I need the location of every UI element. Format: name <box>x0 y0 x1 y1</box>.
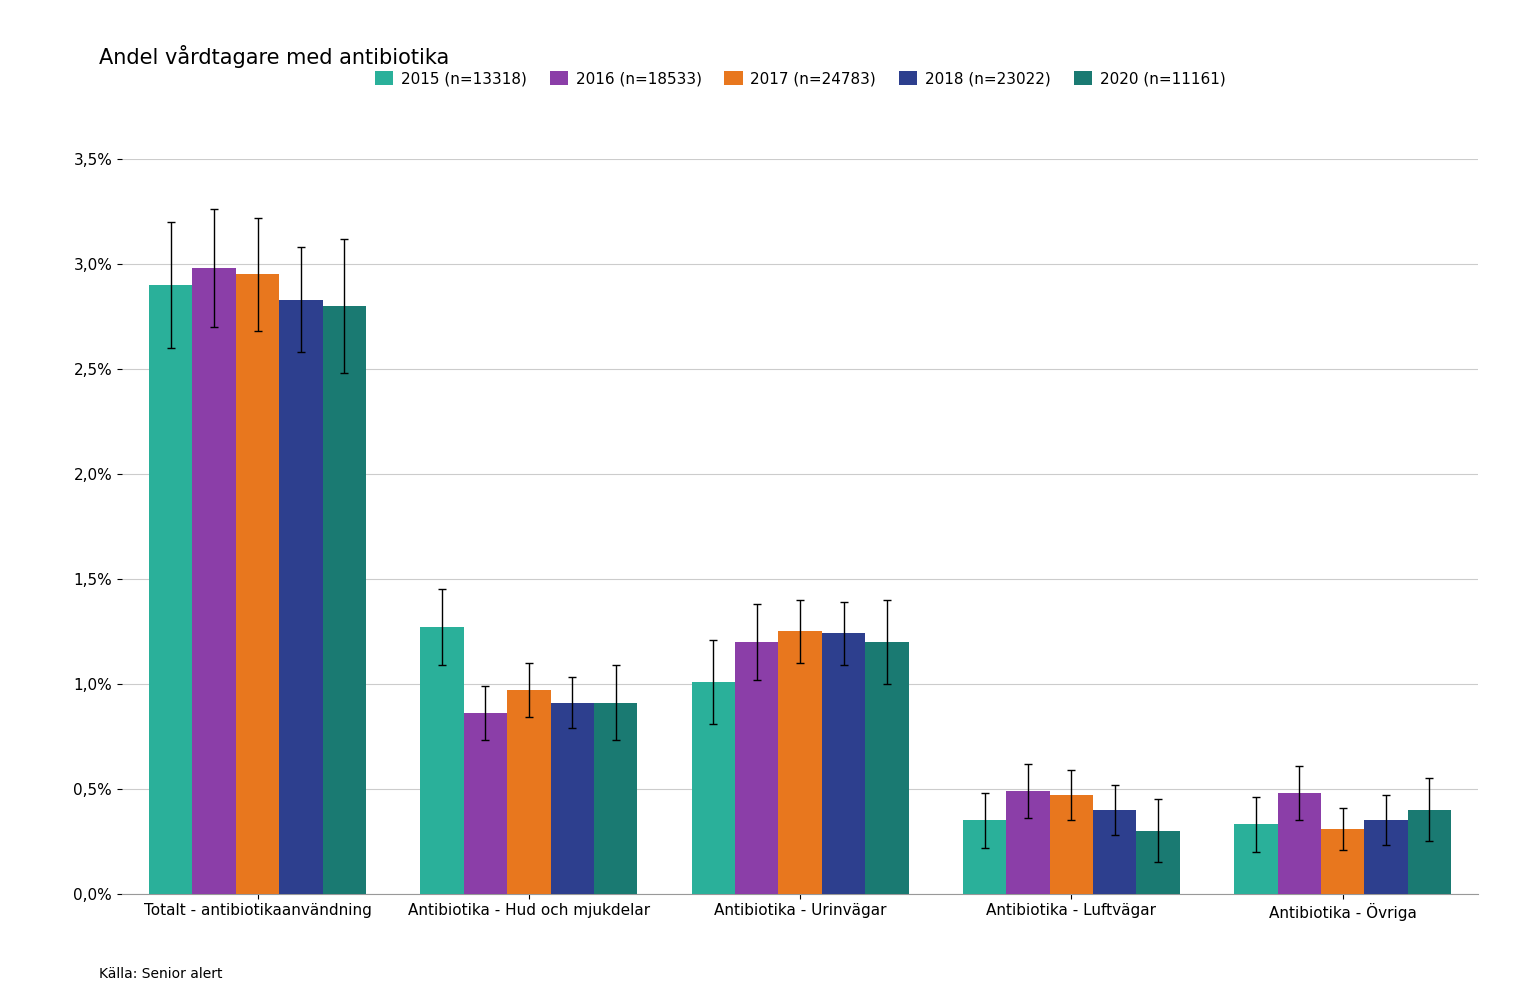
Bar <box>1408 809 1451 894</box>
Bar <box>323 306 366 894</box>
Bar <box>821 634 866 894</box>
Bar <box>692 681 735 894</box>
Bar <box>421 627 463 894</box>
Text: Källa: Senior alert: Källa: Senior alert <box>99 967 223 981</box>
Bar <box>866 641 908 894</box>
Bar <box>550 703 594 894</box>
Bar <box>279 300 323 894</box>
Bar <box>192 268 236 894</box>
Bar <box>1364 820 1408 894</box>
Bar <box>1234 824 1277 894</box>
Bar <box>1050 795 1093 894</box>
Bar <box>594 703 637 894</box>
Bar <box>1321 828 1364 894</box>
Bar <box>779 632 821 894</box>
Bar <box>1277 793 1321 894</box>
Bar <box>507 690 550 894</box>
Bar <box>463 713 507 894</box>
Bar <box>1093 809 1137 894</box>
Bar <box>149 285 192 894</box>
Bar <box>1137 831 1180 894</box>
Bar <box>963 820 1006 894</box>
Legend: 2015 (n=13318), 2016 (n=18533), 2017 (n=24783), 2018 (n=23022), 2020 (n=11161): 2015 (n=13318), 2016 (n=18533), 2017 (n=… <box>375 71 1225 86</box>
Text: Andel vårdtagare med antibiotika: Andel vårdtagare med antibiotika <box>99 45 450 68</box>
Bar <box>1006 790 1050 894</box>
Bar <box>236 274 279 894</box>
Bar <box>735 641 779 894</box>
